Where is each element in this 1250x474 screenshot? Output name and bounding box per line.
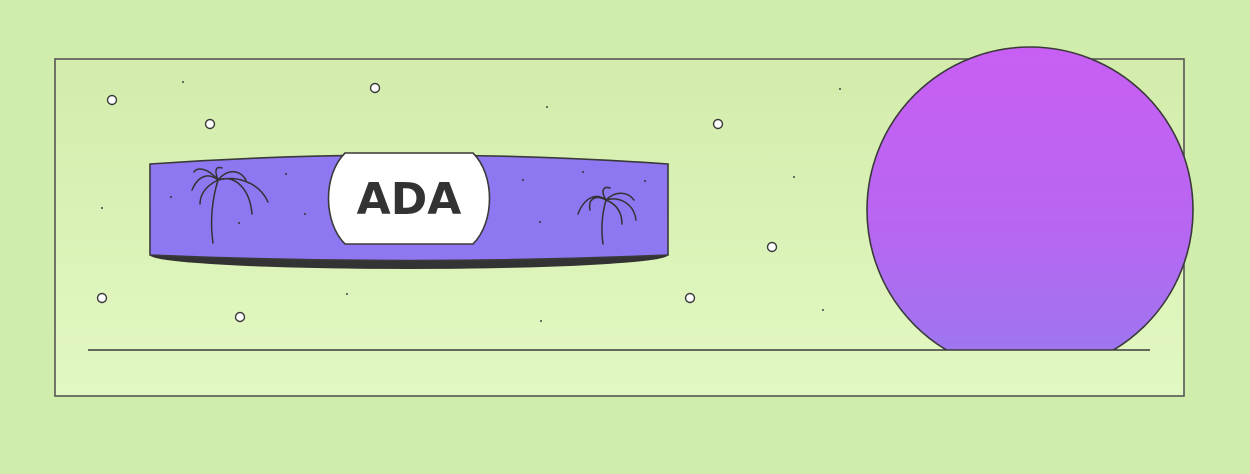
star-dot-icon (684, 292, 696, 304)
star-dot-icon (106, 94, 118, 106)
star-dot-icon (712, 118, 724, 130)
band-label: ADA (357, 174, 462, 225)
star-dot-icon (369, 82, 381, 94)
star-dot-icon (234, 311, 246, 323)
background-speckles (101, 81, 841, 322)
sphere (866, 46, 1194, 350)
palm-tree-icon (577, 186, 637, 245)
star-dots (96, 82, 778, 323)
star-dot-icon (204, 118, 216, 130)
label-badge (327, 152, 491, 245)
band-speckles (170, 171, 646, 224)
star-dot-icon (96, 292, 108, 304)
palm-tree-icon (191, 166, 269, 244)
star-dot-icon (766, 241, 778, 253)
